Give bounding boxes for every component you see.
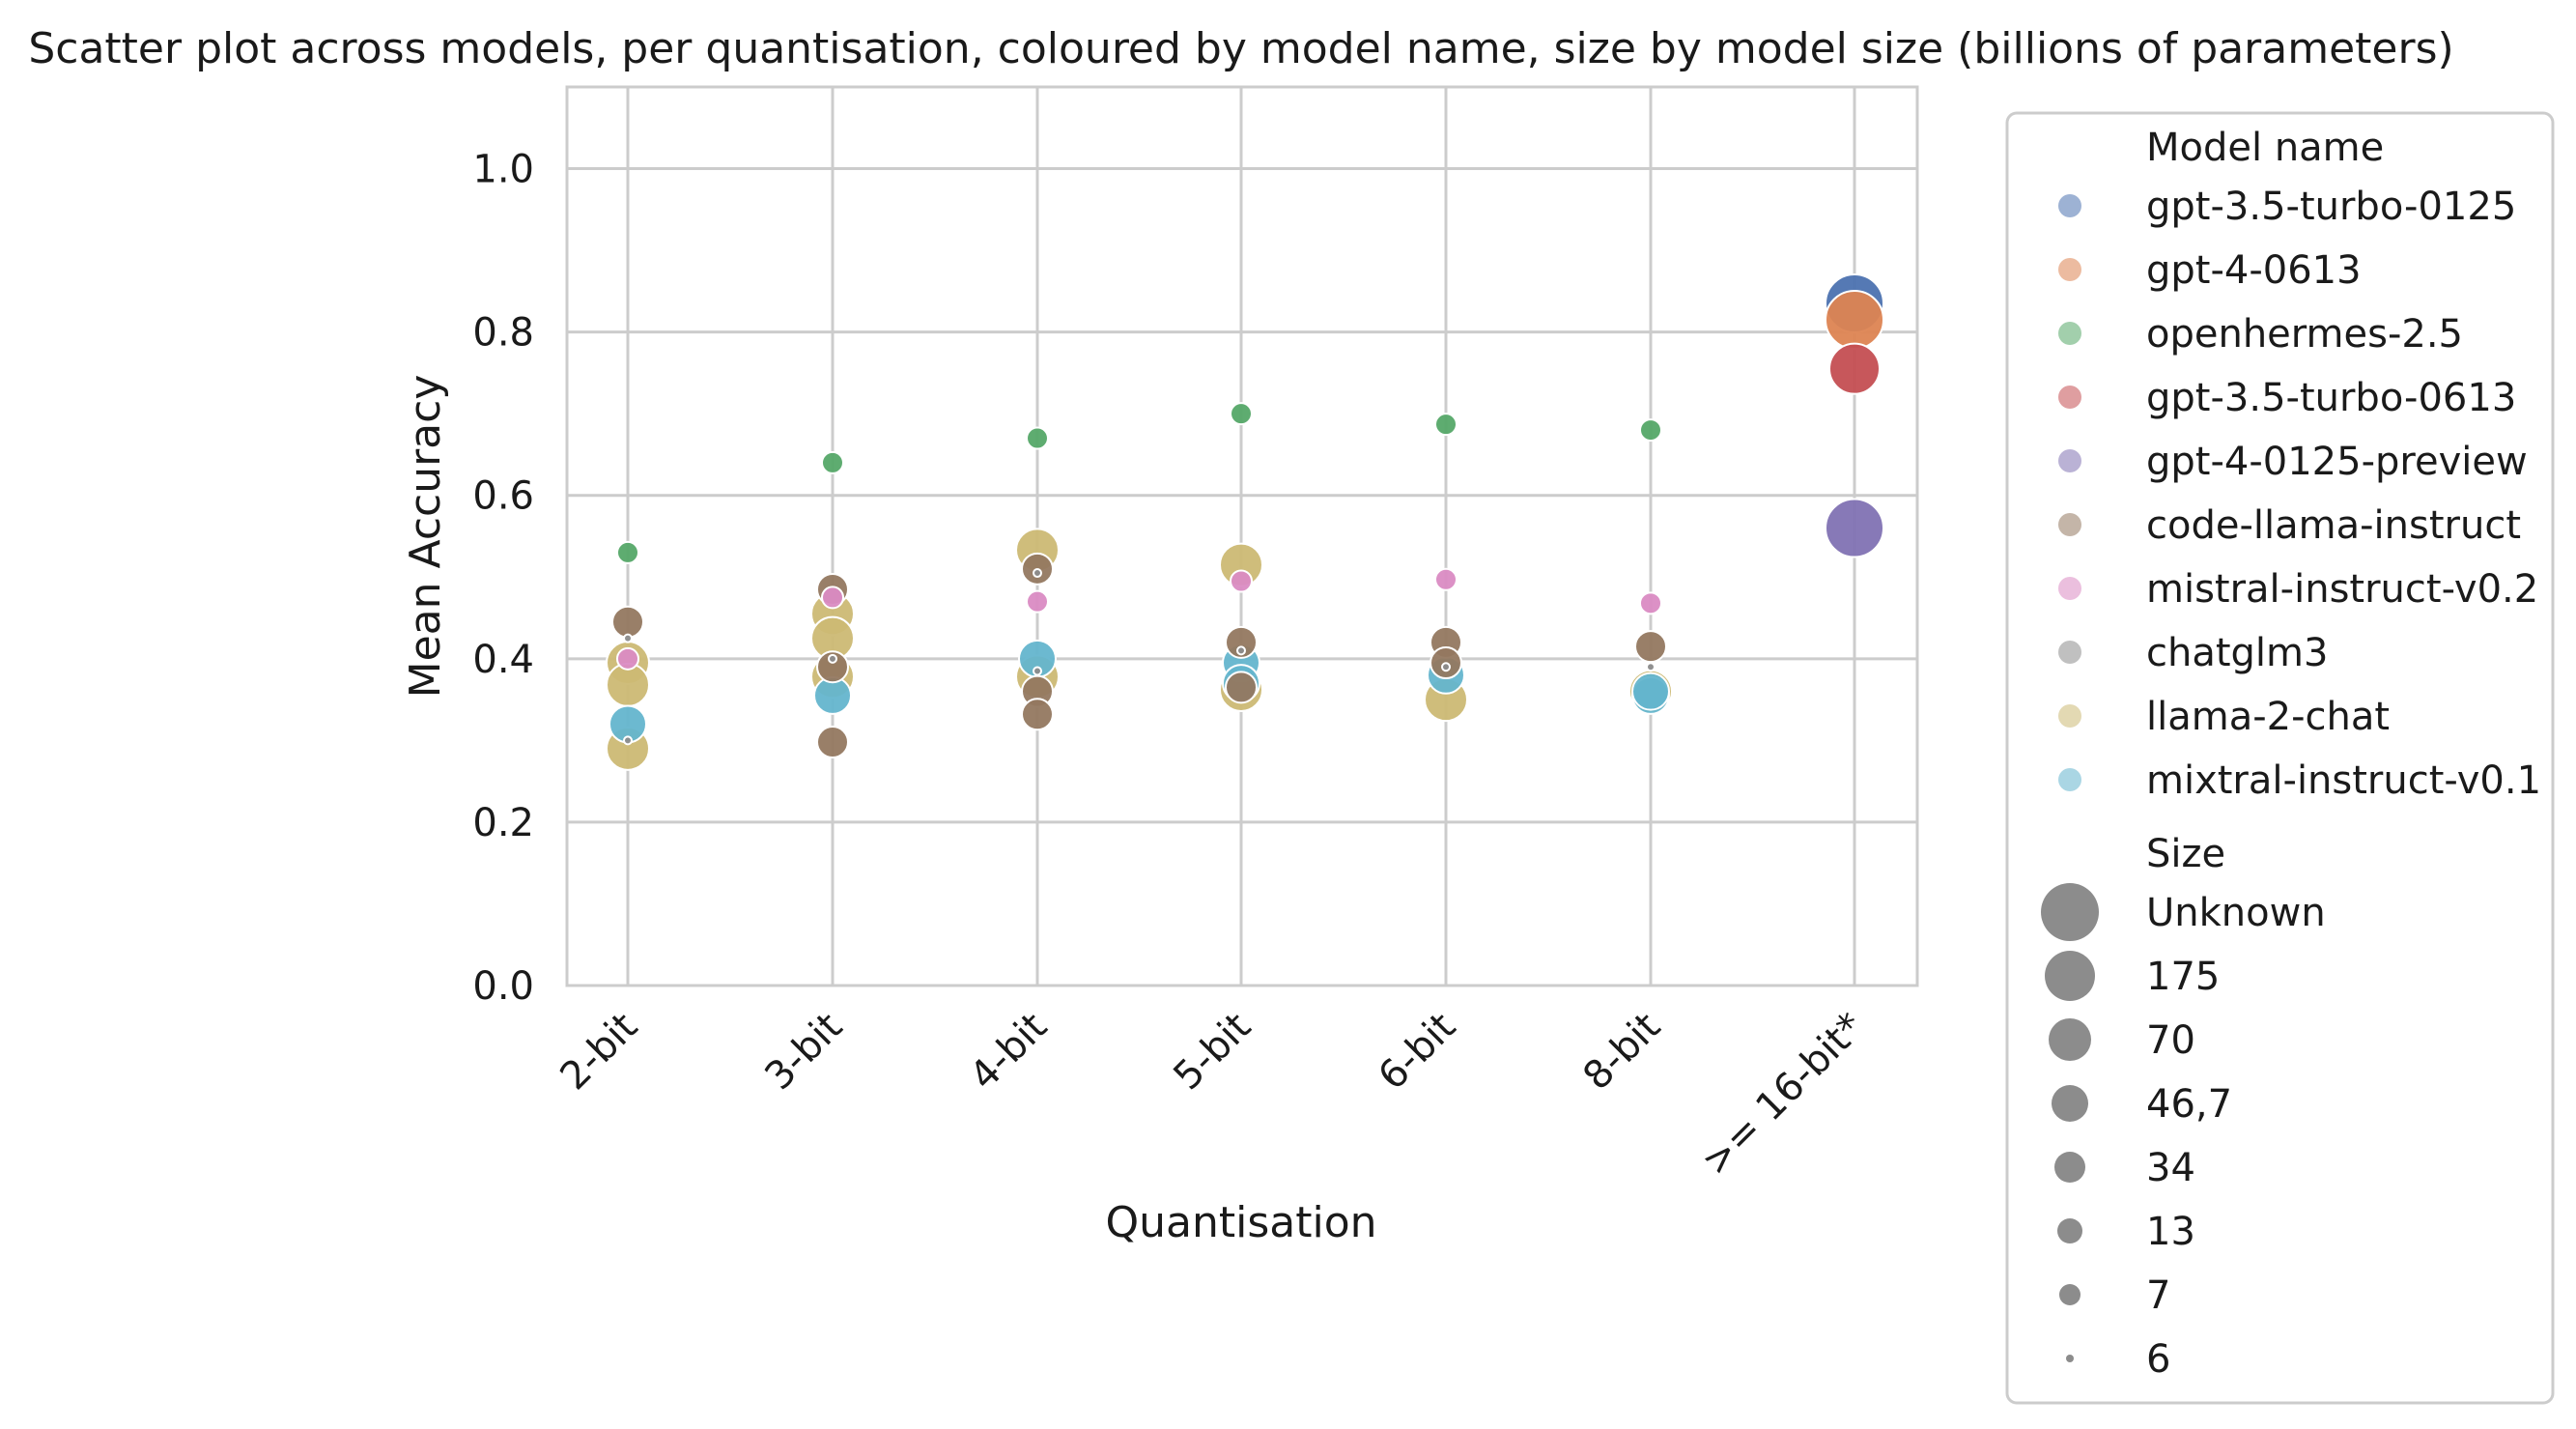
x-tick-label: 4-bit	[961, 1005, 1056, 1100]
legend-size-label: 46,7	[2146, 1082, 2232, 1127]
data-point-code-llama-instruct	[816, 726, 849, 759]
plot-area	[565, 85, 1919, 987]
legend-item-label: mistral-instruct-v0.2	[2146, 567, 2538, 612]
data-point-code-llama-instruct	[816, 650, 849, 684]
data-point-mistral-instruct-v0.2	[821, 586, 844, 610]
legend-item-label: gpt-3.5-turbo-0125	[2146, 185, 2516, 229]
legend-size-label: Unknown	[2146, 891, 2326, 935]
x-axis-label: Quantisation	[1105, 1198, 1376, 1247]
legend-marker	[2058, 386, 2081, 409]
legend-size-marker	[2041, 883, 2099, 941]
data-point-openhermes-2.5	[1026, 426, 1049, 450]
legend-marker	[2058, 768, 2081, 791]
x-tick-label: 5-bit	[1165, 1005, 1260, 1100]
y-tick-label: 0.2	[472, 801, 534, 845]
data-point-mistral-instruct-v0.2	[1639, 591, 1662, 615]
data-point-chatglm3	[623, 735, 633, 746]
data-point-openhermes-2.5	[616, 540, 639, 564]
y-axis-ticks: 0.0 0.2 0.4 0.6 0.8 1.0	[472, 148, 534, 1009]
legend-size-label: 70	[2146, 1018, 2195, 1063]
legend-item-label: chatglm3	[2146, 631, 2328, 675]
plot-frame	[565, 85, 1919, 987]
y-tick-label: 0.6	[472, 474, 534, 519]
legend-size-marker	[2049, 1018, 2091, 1061]
legend-size-label: 34	[2146, 1146, 2195, 1190]
grid-lines	[567, 87, 1917, 987]
legend-size-marker	[2066, 1355, 2074, 1362]
y-axis-label: Mean Accuracy	[401, 375, 450, 699]
legend-marker	[2058, 704, 2081, 728]
y-tick-label: 0.4	[472, 638, 534, 682]
legend-size-label: 6	[2146, 1337, 2170, 1382]
data-point-code-llama-instruct	[1225, 625, 1258, 659]
data-point-chatglm3	[1646, 662, 1656, 672]
data-point-chatglm3	[1236, 645, 1246, 656]
legend-color-items: gpt-3.5-turbo-0125 gpt-4-0613 openhermes-2…	[2058, 185, 2541, 803]
data-point-openhermes-2.5	[1230, 402, 1253, 426]
legend-item-label: openhermes-2.5	[2146, 312, 2463, 357]
x-tick-label: 8-bit	[1574, 1005, 1669, 1100]
data-point-gpt-3.5-turbo-0613	[1828, 342, 1881, 395]
legend-box	[2005, 111, 2555, 1405]
legend-marker	[2058, 258, 2081, 281]
data-point-code-llama-instruct	[1021, 698, 1054, 731]
legend: Model name gpt-3.5-turbo-0125 gpt-4-0613 o…	[2005, 111, 2555, 1405]
data-point-openhermes-2.5	[1434, 413, 1458, 437]
legend-item-label: llama-2-chat	[2146, 695, 2390, 739]
data-point-chatglm3	[1441, 662, 1451, 672]
data-point-chatglm3	[828, 653, 837, 664]
legend-marker	[2058, 513, 2081, 536]
legend-item-label: gpt-3.5-turbo-0613	[2146, 376, 2516, 420]
data-point-openhermes-2.5	[821, 450, 844, 474]
data-points	[606, 273, 1884, 771]
legend-marker	[2058, 194, 2081, 217]
legend-item-label: code-llama-instruct	[2146, 503, 2521, 548]
data-point-chatglm3	[623, 633, 633, 643]
data-point-chatglm3	[1033, 568, 1042, 579]
legend-color-title: Model name	[2146, 126, 2384, 170]
legend-marker	[2058, 577, 2081, 600]
x-tick-label: 2-bit	[552, 1005, 646, 1100]
legend-size-marker	[2045, 951, 2095, 1001]
legend-size-label: 7	[2146, 1273, 2170, 1318]
legend-size-title: Size	[2146, 832, 2225, 876]
legend-size-marker	[2054, 1152, 2085, 1183]
x-axis-ticks: 2-bit 3-bit 4-bit 5-bit 6-bit 8-bit >= 16-bit*	[552, 1005, 1873, 1185]
x-tick-label: 6-bit	[1370, 1005, 1464, 1100]
data-point-openhermes-2.5	[1639, 418, 1662, 443]
legend-size-label: 175	[2146, 955, 2220, 999]
data-point-code-llama-instruct	[1225, 671, 1258, 704]
data-point-mixtral-instruct-v0.1	[1631, 672, 1670, 711]
data-point-mistral-instruct-v0.2	[1230, 569, 1253, 593]
y-tick-label: 0.8	[472, 311, 534, 356]
legend-size-items: Unknown 175 70 46,7 34 13 7 6	[2041, 883, 2326, 1382]
data-point-mistral-instruct-v0.2	[616, 646, 639, 671]
legend-size-label: 13	[2146, 1210, 2195, 1254]
legend-marker	[2058, 449, 2081, 472]
data-point-code-llama-instruct	[611, 605, 644, 639]
data-point-chatglm3	[1033, 666, 1042, 676]
legend-size-marker	[2052, 1085, 2088, 1122]
y-tick-label: 1.0	[472, 148, 534, 192]
y-tick-label: 0.0	[472, 964, 534, 1009]
legend-size-marker	[2059, 1284, 2081, 1305]
data-point-mistral-instruct-v0.2	[1026, 589, 1049, 614]
legend-size-marker	[2057, 1218, 2082, 1243]
x-tick-label: 3-bit	[756, 1005, 851, 1100]
data-point-code-llama-instruct	[1634, 630, 1667, 664]
x-tick-label: >= 16-bit*	[1693, 1005, 1873, 1185]
legend-item-label: gpt-4-0125-preview	[2146, 440, 2528, 484]
legend-item-label: gpt-4-0613	[2146, 248, 2362, 293]
data-point-gpt-4-0613	[1825, 289, 1884, 350]
legend-marker	[2058, 641, 2081, 664]
data-point-mistral-instruct-v0.2	[1434, 567, 1458, 591]
chart-title: Scatter plot across models, per quantisa…	[28, 24, 2453, 73]
legend-marker	[2058, 322, 2081, 345]
legend-item-label: mixtral-instruct-v0.1	[2146, 758, 2541, 803]
data-point-gpt-4-0125-preview	[1825, 498, 1884, 558]
